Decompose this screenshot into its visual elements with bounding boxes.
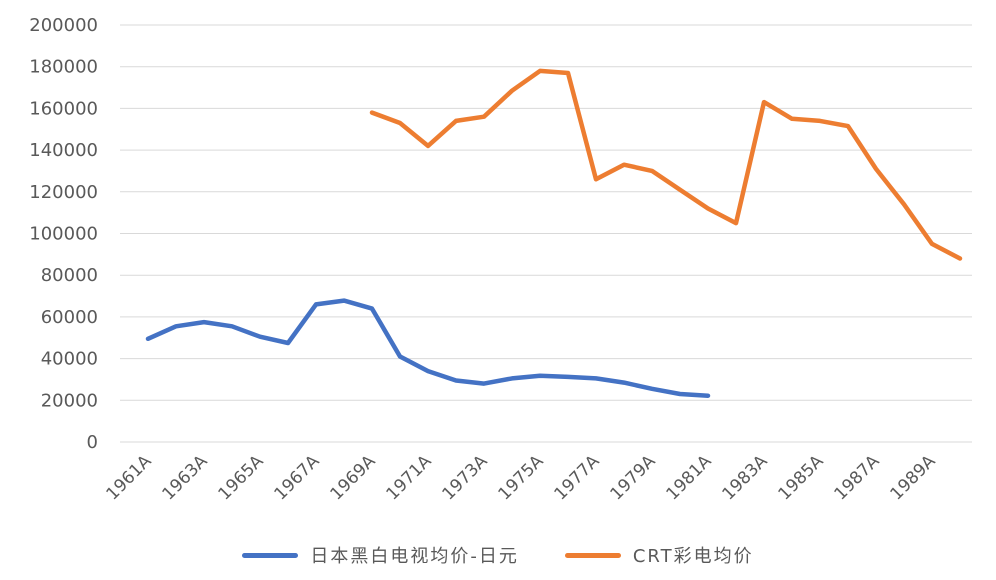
- line-chart: 0 20000 40000 60000 80000 100000 120000 140000 1…: [29, 15, 972, 504]
- y-tick-label: 40000: [41, 349, 98, 370]
- series-line-1: [369, 68, 963, 261]
- x-tick-label: 1969A: [327, 451, 380, 504]
- y-axis-ticks: 0 20000 40000 60000 80000 100000 120000 140000 1…: [29, 15, 98, 453]
- x-tick-label: 1985A: [775, 451, 828, 504]
- x-tick-label: 1983A: [719, 451, 772, 504]
- y-tick-label: 120000: [29, 182, 98, 203]
- x-tick-label: 1963A: [159, 451, 212, 504]
- x-tick-label: 1975A: [495, 451, 548, 504]
- legend: 日本黑白电视均价-日元 CRT彩电均价: [0, 540, 996, 570]
- series-line-0: [145, 298, 711, 398]
- y-tick-label: 160000: [29, 98, 98, 119]
- legend-label-black-white-tv: 日本黑白电视均价-日元: [310, 546, 519, 567]
- series-lines: [145, 68, 963, 398]
- x-tick-label: 1973A: [439, 451, 492, 504]
- x-tick-label: 1977A: [551, 451, 604, 504]
- y-tick-label: 80000: [41, 265, 98, 286]
- x-tick-label: 1989A: [887, 451, 940, 504]
- legend-swatch-orange: [564, 552, 621, 558]
- legend-label-crt-color-tv: CRT彩电均价: [632, 546, 754, 567]
- legend-swatch-blue: [242, 552, 299, 558]
- x-tick-label: 1971A: [383, 451, 436, 504]
- legend-item-black-white-tv: 日本黑白电视均价-日元: [242, 542, 519, 568]
- y-tick-label: 0: [87, 432, 98, 453]
- gridlines: [120, 24, 972, 443]
- y-tick-label: 60000: [41, 307, 98, 328]
- y-tick-label: 100000: [29, 224, 98, 245]
- y-tick-label: 180000: [29, 57, 98, 78]
- y-tick-label: 20000: [41, 390, 98, 411]
- x-tick-label: 1965A: [215, 451, 268, 504]
- x-axis-ticks: 1961A 1963A 1965A 1967A 1969A 1971A 1973A 1975A…: [103, 451, 940, 504]
- legend-item-crt-color-tv: CRT彩电均价: [564, 542, 754, 568]
- y-tick-label: 140000: [29, 140, 98, 161]
- x-tick-label: 1961A: [103, 451, 156, 504]
- x-tick-label: 1979A: [607, 451, 660, 504]
- x-tick-label: 1987A: [831, 451, 884, 504]
- y-tick-label: 200000: [29, 15, 98, 36]
- x-tick-label: 1981A: [663, 451, 716, 504]
- x-tick-label: 1967A: [271, 451, 324, 504]
